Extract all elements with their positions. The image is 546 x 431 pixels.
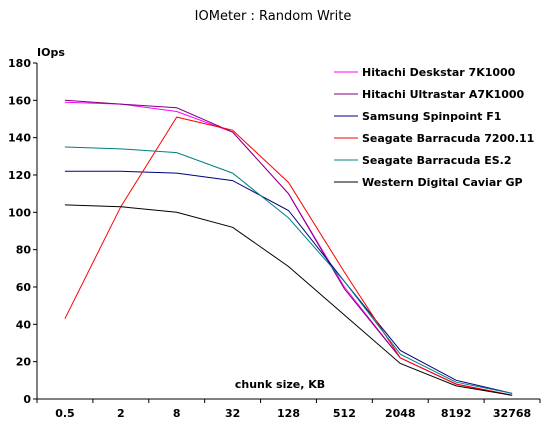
y-tick-label: 120	[8, 169, 31, 182]
legend-label-6: Western Digital Caviar GP	[362, 176, 523, 189]
y-tick-label: 60	[16, 281, 32, 294]
series-line-5	[64, 146, 513, 394]
x-tick-label: 8192	[441, 407, 472, 420]
y-tick-label: 80	[16, 244, 32, 257]
y-tick-label: 100	[8, 206, 31, 219]
y-tick-label: 180	[8, 57, 31, 70]
x-tick-label: 8	[173, 407, 181, 420]
legend-label-5: Seagate Barracuda ES.2	[362, 154, 511, 167]
y-tick-label: 20	[16, 356, 32, 369]
y-tick-label: 160	[8, 94, 31, 107]
legend: Hitachi Deskstar 7K1000 Hitachi Ultrastar…	[334, 66, 534, 189]
legend-label-4: Seagate Barracuda 7200.11	[362, 132, 534, 145]
y-tick-label: 0	[23, 393, 31, 406]
x-tick-label: 512	[333, 407, 356, 420]
legend-label-2: Hitachi Ultrastar A7K1000	[362, 88, 525, 101]
x-tick-label: 32	[225, 407, 240, 420]
x-axis-label: chunk size, KB	[235, 378, 325, 391]
x-tick-label: 128	[277, 407, 300, 420]
axes: 0 20 40 60 80 100 120 140 160 180 0.5 2 8 32 128 512 204…	[8, 57, 541, 420]
x-tick-label: 0.5	[55, 407, 75, 420]
legend-label-1: Hitachi Deskstar 7K1000	[362, 66, 516, 79]
y-tick-label: 140	[8, 132, 31, 145]
series-layer	[64, 99, 513, 396]
series-line-1	[64, 101, 513, 396]
x-tick-label: 2	[117, 407, 125, 420]
chart-title: IOMeter : Random Write	[195, 9, 352, 24]
series-line-4	[64, 116, 513, 396]
x-tick-label: 32768	[493, 407, 531, 420]
series-line-3	[64, 170, 513, 394]
series-line-6	[64, 204, 513, 396]
y-tick-label: 40	[16, 318, 32, 331]
x-tick-label: 2048	[385, 407, 416, 420]
y-axis-label: IOps	[37, 46, 65, 59]
legend-label-3: Samsung Spinpoint F1	[362, 110, 501, 123]
